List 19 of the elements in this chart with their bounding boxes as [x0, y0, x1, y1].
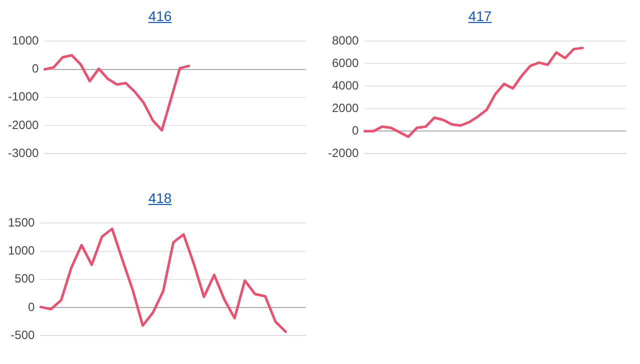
y-tick-label: 1000	[12, 34, 40, 48]
y-tick-label: -2000	[8, 118, 40, 132]
y-tick-label: 8000	[332, 34, 360, 48]
y-tick-label: 0	[352, 123, 360, 138]
y-tick-label: 0	[32, 62, 40, 76]
chart-title: 416	[147, 8, 173, 24]
chart-title: 417	[467, 8, 493, 24]
y-tick-label: 2000	[332, 100, 360, 115]
y-tick-label: 1500	[8, 216, 36, 230]
y-tick-label: -2000	[328, 146, 360, 160]
y-tick-label: 6000	[332, 56, 360, 70]
y-tick-label: 500	[14, 272, 36, 286]
y-tick-label: 1000	[8, 244, 36, 258]
chart-title: 418	[147, 190, 173, 206]
y-tick-label: -500	[10, 328, 36, 342]
y-tick-label: -3000	[8, 146, 40, 160]
y-tick-label: 4000	[332, 78, 360, 92]
y-tick-label: 0	[28, 300, 36, 314]
y-tick-label: -1000	[8, 90, 40, 104]
